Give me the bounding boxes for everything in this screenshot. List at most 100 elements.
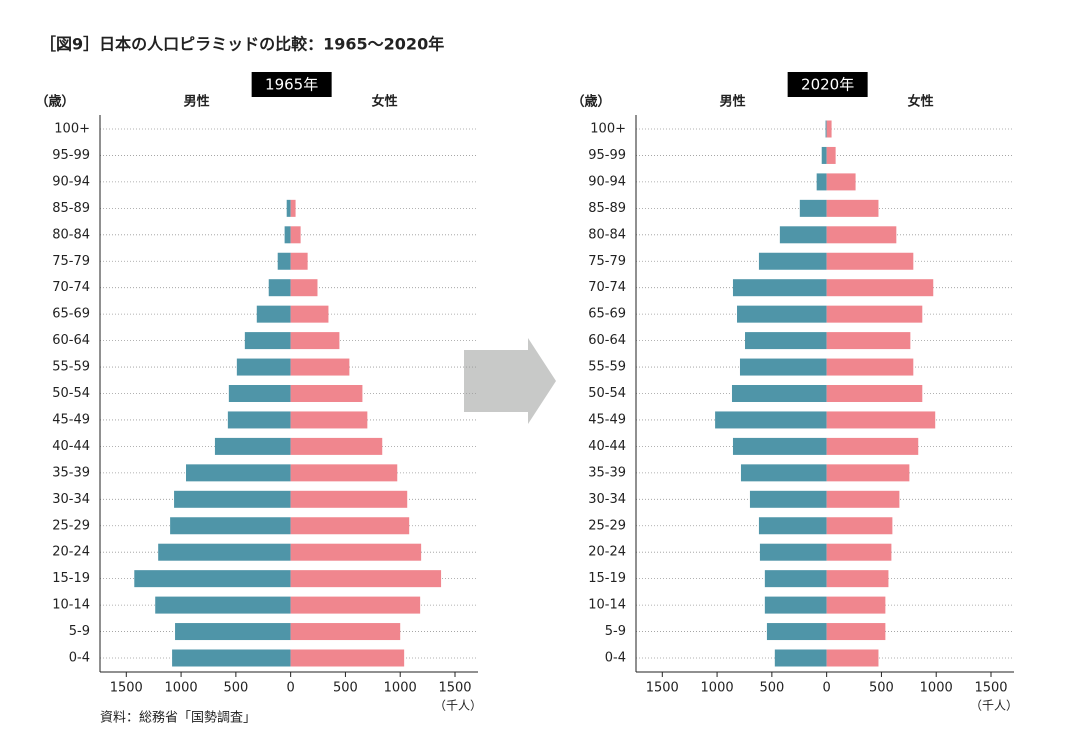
- y-tick-label: 85-89: [588, 201, 626, 216]
- y-tick-label: 90-94: [52, 174, 90, 189]
- bar: [134, 570, 291, 588]
- y-tick-label: 100+: [54, 122, 90, 137]
- x-axis-label: （千人）: [434, 699, 482, 713]
- y-tick-label: 10-14: [52, 598, 90, 613]
- y-tick-label: 40-44: [52, 439, 90, 454]
- bar: [290, 596, 421, 614]
- x-tick-label: 0: [287, 681, 295, 696]
- y-tick-label: 10-14: [588, 598, 626, 613]
- x-tick-label: 1000: [701, 681, 734, 696]
- bar: [764, 596, 827, 614]
- y-tick-label: 55-59: [52, 360, 90, 375]
- y-tick-label: 5-9: [605, 624, 626, 639]
- bar: [826, 305, 923, 323]
- bar: [826, 358, 914, 376]
- bar: [290, 279, 318, 297]
- bar: [290, 358, 350, 376]
- y-tick-label: 45-49: [52, 412, 90, 427]
- y-tick-label: 50-54: [588, 386, 626, 401]
- bar: [826, 252, 914, 270]
- source-note: 資料：総務省「国勢調査」: [100, 711, 256, 726]
- y-tick-label: 15-19: [588, 571, 626, 586]
- bar: [799, 199, 827, 217]
- bar: [256, 305, 291, 323]
- y-tick-label: 75-79: [588, 254, 626, 269]
- bar: [186, 464, 291, 482]
- chart-title: 1965年: [265, 76, 318, 94]
- bar: [764, 570, 827, 588]
- y-tick-label: 20-24: [588, 545, 626, 560]
- title-box: [251, 72, 332, 97]
- x-tick-label: 1500: [974, 681, 1007, 696]
- bar: [826, 543, 892, 561]
- bar: [175, 623, 291, 641]
- y-tick-label: 30-34: [588, 492, 626, 507]
- bar: [172, 649, 291, 667]
- y-tick-label: 95-99: [588, 148, 626, 163]
- bar: [158, 543, 291, 561]
- x-tick-label: 0: [823, 681, 831, 696]
- bar: [290, 490, 408, 508]
- bar: [740, 464, 827, 482]
- y-tick-label: 65-69: [588, 307, 626, 322]
- y-tick-label: 80-84: [588, 227, 626, 242]
- bar: [715, 411, 827, 429]
- x-tick-label: 500: [869, 681, 894, 696]
- bar: [174, 490, 291, 508]
- bar: [290, 517, 410, 535]
- bar: [826, 199, 879, 217]
- y-axis-label: （歳）: [35, 94, 74, 110]
- y-tick-label: 100+: [590, 122, 626, 137]
- y-tick-label: 60-64: [52, 333, 90, 348]
- y-tick-label: 15-19: [52, 571, 90, 586]
- bar: [758, 252, 827, 270]
- bar: [290, 437, 383, 455]
- x-tick-label: 1000: [165, 681, 198, 696]
- bar: [214, 437, 291, 455]
- bar: [290, 332, 340, 350]
- y-tick-label: 55-59: [588, 360, 626, 375]
- bar: [758, 517, 827, 535]
- x-tick-label: 1500: [110, 681, 143, 696]
- bar: [290, 623, 401, 641]
- y-tick-label: 70-74: [588, 280, 626, 295]
- bar: [286, 199, 291, 217]
- bar: [277, 252, 291, 270]
- y-tick-label: 0-4: [69, 651, 90, 666]
- chart-title: 2020年: [801, 76, 854, 94]
- bar: [290, 226, 301, 244]
- bar: [745, 332, 827, 350]
- y-tick-label: 20-24: [52, 545, 90, 560]
- bar: [739, 358, 827, 376]
- bar: [826, 411, 936, 429]
- x-tick-label: 1500: [438, 681, 471, 696]
- bar: [826, 385, 923, 402]
- y-tick-label: 70-74: [52, 280, 90, 295]
- bar: [244, 332, 291, 350]
- y-tick-label: 80-84: [52, 227, 90, 242]
- bar: [826, 120, 832, 138]
- bar: [816, 173, 827, 191]
- y-tick-label: 35-39: [588, 465, 626, 480]
- bar: [826, 490, 900, 508]
- legend-label: 男性: [184, 94, 210, 110]
- bar: [268, 279, 291, 297]
- bar: [290, 543, 422, 561]
- y-tick-label: 50-54: [52, 386, 90, 401]
- y-tick-label: 25-29: [588, 518, 626, 533]
- bar: [290, 570, 442, 588]
- bar: [826, 649, 879, 667]
- legend-label: 女性: [372, 94, 398, 110]
- bar: [227, 411, 291, 429]
- bar: [826, 226, 897, 244]
- x-tick-label: 1000: [920, 681, 953, 696]
- title-box: [787, 72, 868, 97]
- bar: [826, 279, 934, 297]
- bar: [731, 385, 827, 402]
- y-tick-label: 0-4: [605, 651, 626, 666]
- y-tick-label: 35-39: [52, 465, 90, 480]
- legend-label: 女性: [908, 94, 934, 110]
- bar: [766, 623, 827, 641]
- y-tick-label: 75-79: [52, 254, 90, 269]
- y-tick-label: 30-34: [52, 492, 90, 507]
